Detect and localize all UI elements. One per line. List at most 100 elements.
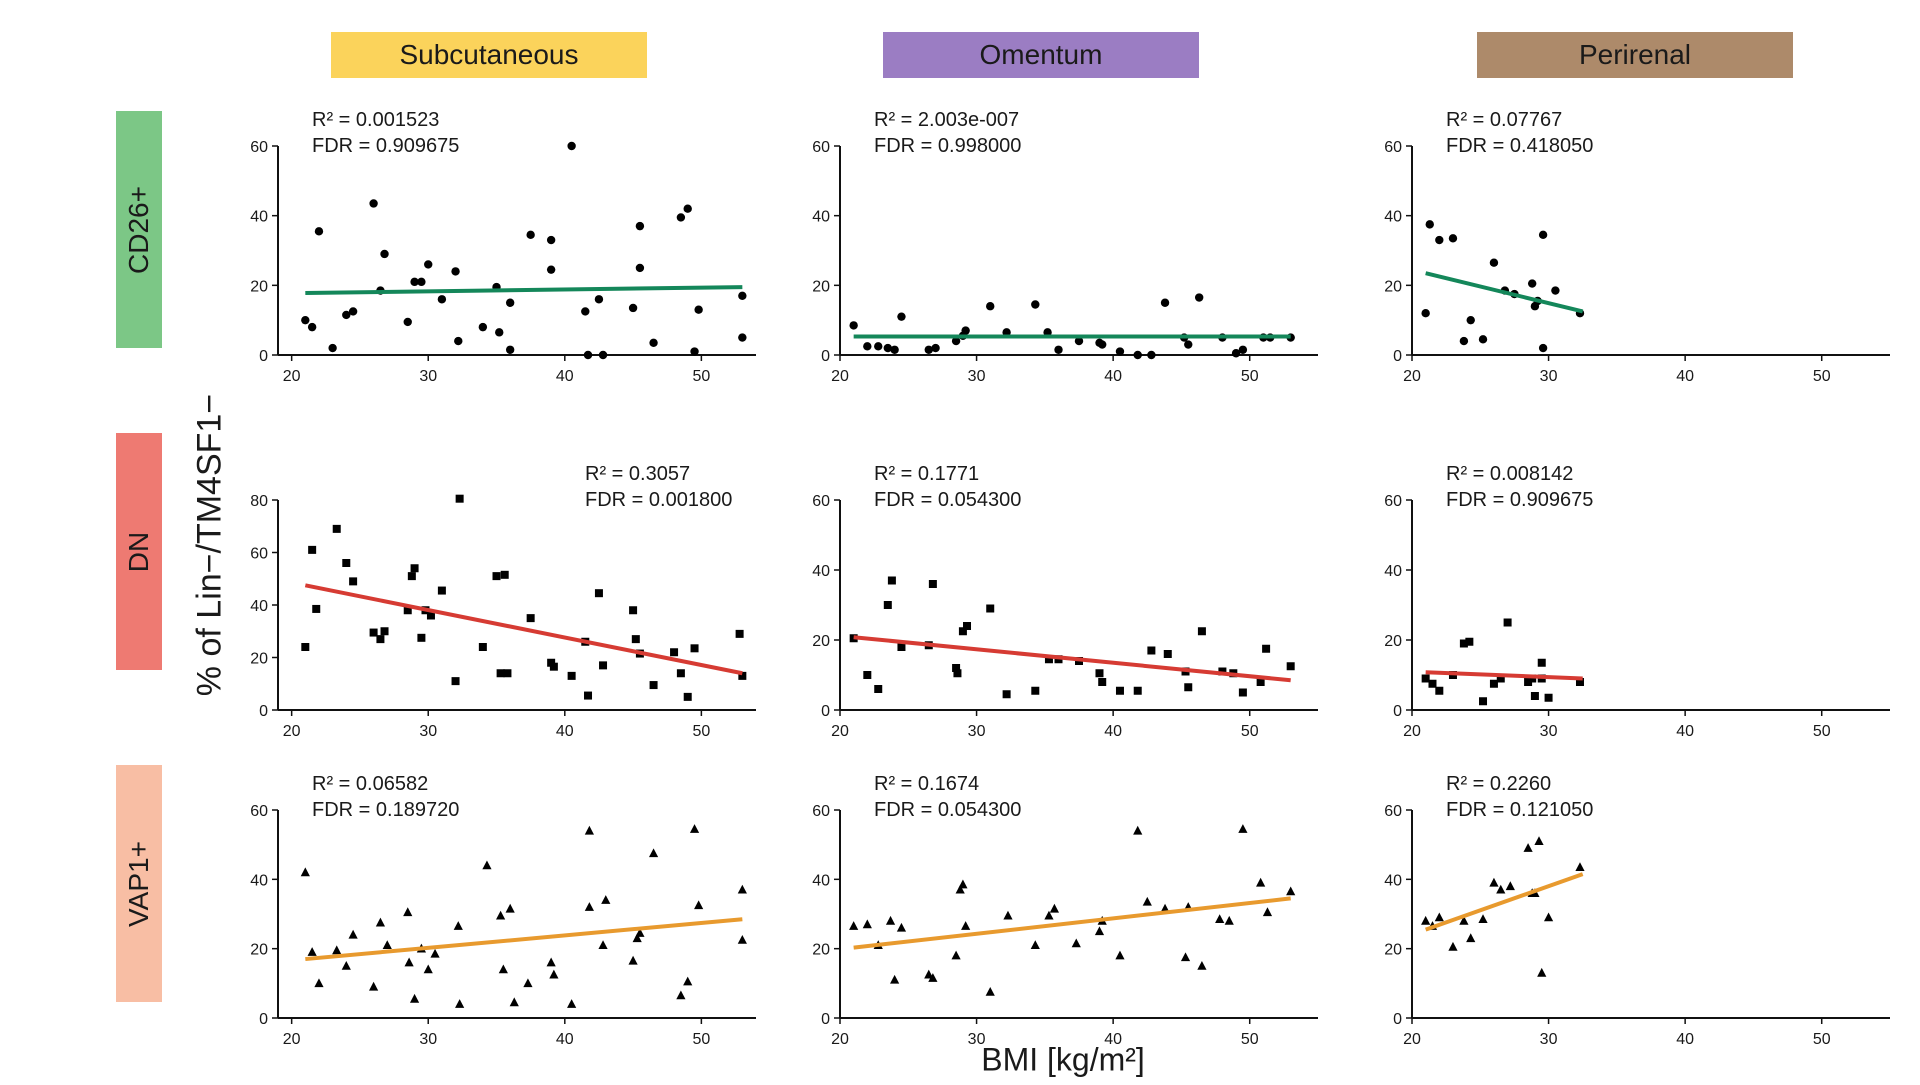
data-point (581, 307, 590, 316)
data-point (670, 648, 679, 657)
data-point (738, 291, 747, 300)
x-tick-label: 30 (1540, 1031, 1558, 1048)
data-point (1256, 678, 1265, 686)
data-point (1197, 627, 1206, 636)
data-point (890, 345, 899, 354)
data-point (1231, 349, 1241, 358)
data-point (690, 644, 699, 653)
data-point (1459, 336, 1469, 346)
data-point (1074, 336, 1084, 346)
data-point (312, 604, 321, 613)
data-point (376, 635, 385, 644)
y-tick-label: 20 (1384, 942, 1402, 959)
data-point (1466, 933, 1476, 943)
y-tick-label: 60 (812, 139, 830, 156)
data-point (849, 921, 859, 930)
data-point (430, 948, 440, 958)
data-point (1002, 690, 1011, 699)
data-point (584, 902, 594, 911)
data-point (349, 577, 358, 586)
y-tick-label: 40 (812, 563, 830, 580)
data-point (1537, 658, 1546, 667)
x-tick-label: 40 (1104, 723, 1122, 740)
data-point (738, 671, 747, 680)
data-point (1044, 910, 1054, 920)
y-tick-label: 40 (812, 209, 830, 226)
data-point (1003, 910, 1013, 920)
data-point (1543, 912, 1554, 922)
data-point (496, 910, 506, 920)
data-point (1434, 912, 1444, 922)
data-point (583, 350, 593, 360)
x-tick-label: 40 (556, 723, 574, 740)
data-point (1435, 686, 1444, 695)
data-point (1094, 926, 1105, 936)
fdr-label: FDR = 0.418050 (1446, 135, 1593, 157)
x-tick-label: 40 (1676, 723, 1694, 740)
column-header-subcutaneous: Subcutaneous (331, 32, 647, 78)
y-tick-label: 20 (250, 651, 268, 668)
data-point (1459, 639, 1468, 648)
x-tick-label: 50 (692, 1031, 710, 1048)
data-point (1160, 298, 1170, 307)
data-point (424, 260, 433, 269)
data-point (628, 303, 638, 313)
data-point (1421, 674, 1430, 683)
data-point (683, 204, 692, 213)
x-tick-label: 40 (1676, 368, 1694, 385)
data-point (403, 907, 413, 917)
data-point (897, 312, 906, 321)
x-tick-label: 20 (283, 368, 301, 385)
data-point (1448, 234, 1458, 243)
data-point (1215, 914, 1225, 923)
data-point (1496, 884, 1506, 894)
data-point (1133, 350, 1142, 360)
data-point (924, 345, 933, 354)
data-point (958, 879, 968, 889)
x-tick-label: 50 (1813, 368, 1831, 385)
x-axis-label: BMI [kg/m²] (981, 1041, 1145, 1078)
data-point (1163, 650, 1172, 658)
data-point (1465, 637, 1474, 646)
fdr-label: FDR = 0.998000 (874, 135, 1021, 157)
y-tick-label: 20 (812, 633, 830, 650)
data-point (1147, 350, 1156, 360)
data-point (594, 589, 603, 598)
x-tick-label: 50 (1813, 723, 1831, 740)
data-point (649, 681, 658, 690)
data-point (403, 317, 412, 327)
data-point (649, 338, 658, 348)
data-point (526, 614, 535, 623)
data-point (599, 661, 608, 670)
data-point (1530, 692, 1539, 700)
data-point (584, 825, 594, 835)
data-point (332, 524, 341, 533)
data-point (1505, 881, 1515, 891)
data-point (341, 961, 351, 970)
data-point (963, 622, 972, 630)
data-point (958, 627, 967, 636)
data-point (496, 669, 505, 678)
r-squared-label: R² = 0.06582 (312, 773, 428, 795)
data-point (1538, 343, 1548, 353)
column-label: Subcutaneous (399, 39, 579, 70)
panel-vap-subcutaneous: 0 20 40 60 20 30 40 50 R² = 0.06582 FDR = 0.18972… (250, 773, 756, 1048)
data-point (1002, 328, 1011, 337)
data-point (1043, 328, 1052, 337)
data-point (648, 848, 659, 858)
data-point (928, 580, 937, 588)
data-point (500, 570, 509, 579)
r-squared-label: R² = 0.008142 (1446, 463, 1573, 485)
data-point (423, 964, 433, 974)
regression-line (1425, 670, 1583, 681)
x-tick-label: 30 (419, 723, 437, 740)
data-point (348, 929, 358, 939)
data-point (503, 669, 512, 678)
data-point (307, 947, 317, 956)
y-tick-label: 0 (821, 348, 830, 365)
x-tick-label: 50 (1241, 1031, 1259, 1048)
x-tick-label: 30 (419, 1031, 437, 1048)
regression-line (1424, 872, 1584, 932)
